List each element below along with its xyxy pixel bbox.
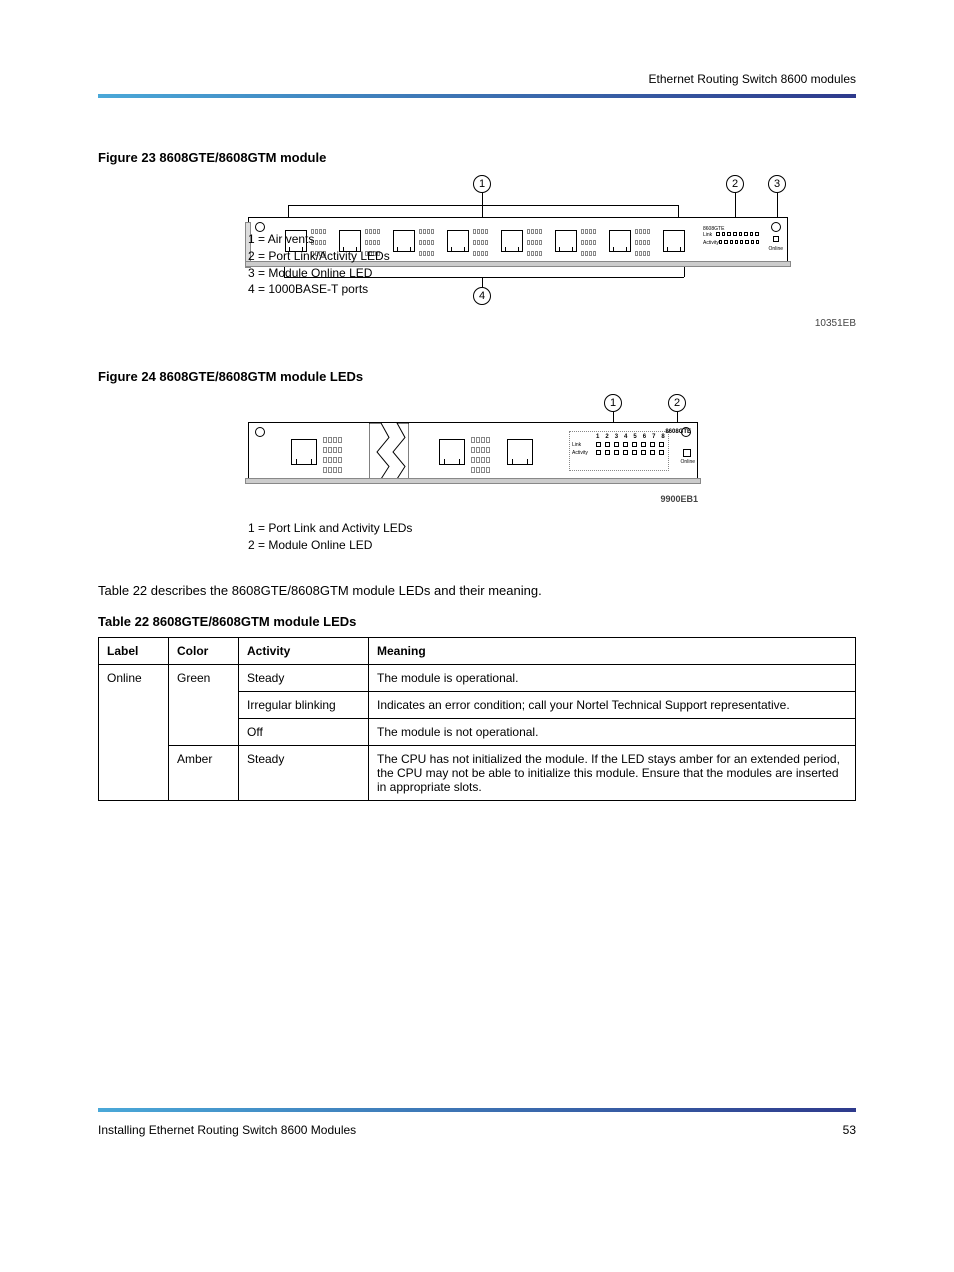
table-22-title: Table 22 8608GTE/8608GTM module LEDs: [98, 614, 856, 629]
figure-24-block: Figure 24 8608GTE/8608GTM module LEDs 1 …: [98, 369, 856, 554]
table-header-row: Label Color Activity Meaning: [99, 637, 856, 664]
figure-24-legend: 1 = Port Link and Activity LEDs 2 = Modu…: [248, 520, 856, 554]
port24-1: [291, 439, 317, 465]
port-4: [447, 230, 469, 252]
bottom-divider: [98, 1108, 856, 1112]
port-7: [609, 230, 631, 252]
callout24-1: 1: [604, 394, 622, 412]
figure-23-title: Figure 23 8608GTE/8608GTM module: [98, 150, 856, 165]
online-led-23: [773, 236, 779, 242]
callout-4: 4: [473, 287, 491, 305]
figure-24-id: 9900EB1: [248, 494, 698, 504]
led-block-23: 8608GTE Link Activity: [703, 226, 759, 256]
figure-24-title: Figure 24 8608GTE/8608GTM module LEDs: [98, 369, 856, 384]
header-chapter: Ethernet Routing Switch 8600 modules: [649, 72, 856, 86]
para-table-intro: Table 22 describes the 8608GTE/8608GTM m…: [98, 582, 856, 600]
port-5: [501, 230, 523, 252]
callout-1: 1: [473, 175, 491, 193]
callout-2: 2: [726, 175, 744, 193]
figure-24-image: 1 2: [248, 394, 856, 504]
online-led-24: [683, 449, 691, 457]
figure-23-legend: 1 = Air vents 2 = Port Link/Activity LED…: [248, 231, 448, 298]
port-8: [663, 230, 685, 252]
module-24-panel: 1 2 3 4 5 6 7 8 Link Activity 8608GTE: [248, 422, 698, 480]
callout24-2: 2: [668, 394, 686, 412]
footer-page-number: 53: [843, 1123, 856, 1137]
table-22: Label Color Activity Meaning Online Gree…: [98, 637, 856, 801]
led-area-24: 1 2 3 4 5 6 7 8 Link Activity: [569, 431, 669, 471]
page-content: Figure 23 8608GTE/8608GTM module 1 2 3: [98, 150, 856, 801]
top-divider: [98, 94, 856, 98]
callout-3: 3: [768, 175, 786, 193]
port24-7: [439, 439, 465, 465]
footer-doc-title: Installing Ethernet Routing Switch 8600 …: [98, 1123, 356, 1137]
port-6: [555, 230, 577, 252]
table-row: Amber Steady The CPU has not initialized…: [99, 745, 856, 800]
figure-23-id: 10351EB: [98, 318, 856, 329]
figure-23-block: Figure 23 8608GTE/8608GTM module 1 2 3: [98, 150, 856, 329]
table-row: Online Green Steady The module is operat…: [99, 664, 856, 691]
port24-8: [507, 439, 533, 465]
